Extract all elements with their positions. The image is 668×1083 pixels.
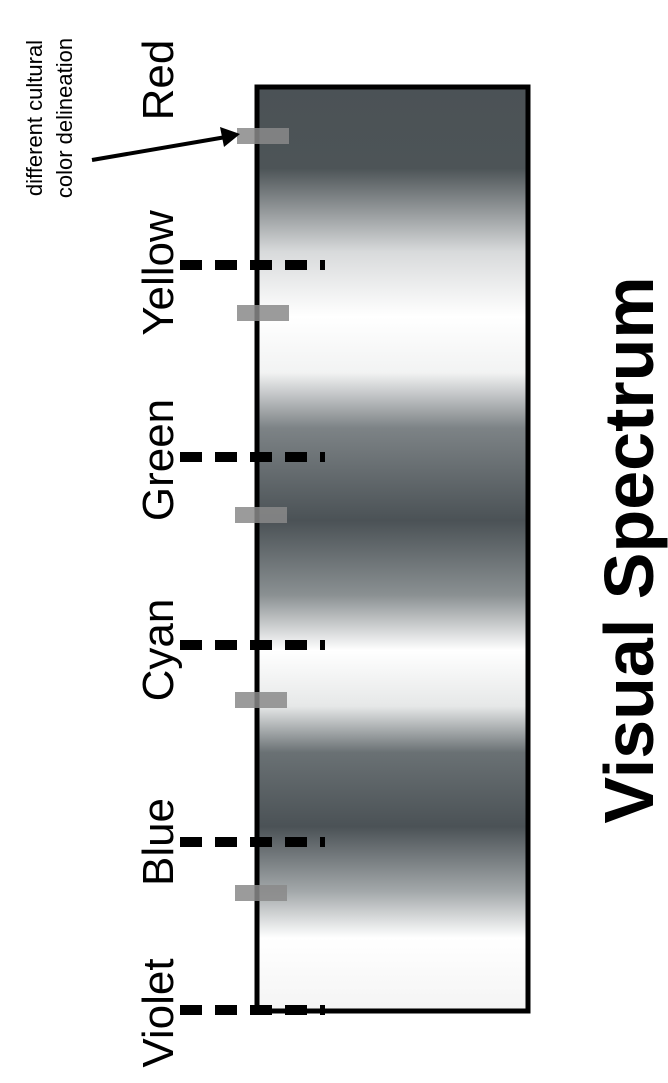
cultural-mark bbox=[235, 692, 287, 708]
label-yellow: Yellow bbox=[134, 210, 183, 336]
annotation-line-1: different cultural bbox=[22, 40, 47, 196]
label-red: Red bbox=[134, 40, 183, 121]
cultural-mark bbox=[235, 507, 287, 523]
cultural-marks bbox=[235, 128, 289, 901]
label-cyan: Cyan bbox=[134, 599, 183, 702]
spectrum-bar bbox=[254, 84, 531, 1014]
label-blue: Blue bbox=[134, 798, 183, 886]
diagram-title: Visual Spectrum bbox=[590, 276, 668, 823]
cultural-mark bbox=[235, 885, 287, 901]
cultural-mark bbox=[237, 305, 289, 321]
label-violet: Violet bbox=[134, 958, 183, 1067]
annotation-line-2: color delineation bbox=[52, 38, 77, 198]
cultural-mark bbox=[237, 128, 289, 144]
boundary-ticks bbox=[180, 260, 325, 1015]
annotation-arrow bbox=[91, 127, 240, 162]
label-green: Green bbox=[134, 399, 183, 521]
